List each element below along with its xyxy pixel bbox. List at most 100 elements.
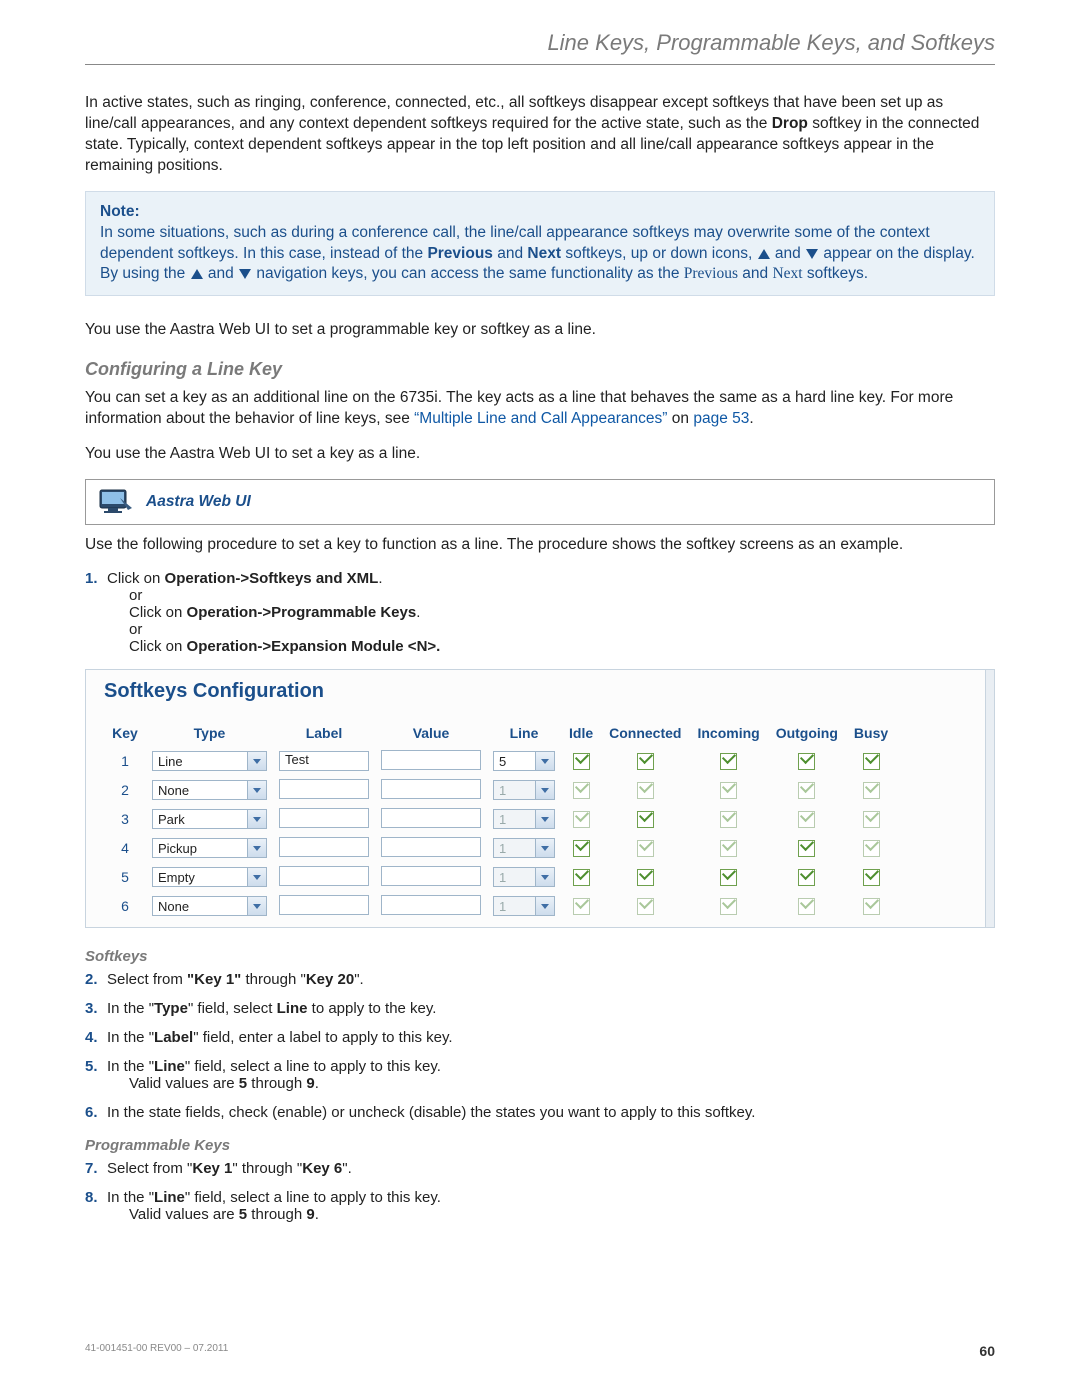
config-title: Softkeys Configuration — [104, 680, 986, 703]
state-checkbox — [863, 811, 880, 828]
note-t6: and — [204, 265, 238, 282]
type-dropdown[interactable]: Empty — [152, 867, 267, 887]
state-checkbox — [863, 898, 880, 915]
down-arrow-icon — [806, 249, 818, 259]
config-header: Value — [375, 721, 487, 747]
value-input[interactable] — [381, 895, 481, 915]
chevron-down-icon — [535, 897, 554, 915]
s4c: " field, enter a label to apply to this … — [193, 1029, 452, 1046]
state-checkbox[interactable] — [798, 840, 815, 857]
label-input[interactable] — [279, 895, 369, 915]
label-input[interactable]: Test — [279, 751, 369, 771]
line-dropdown[interactable]: 5 — [493, 751, 555, 771]
page-header-title: Line Keys, Programmable Keys, and Softke… — [85, 30, 995, 56]
s1-line3: Click on Operation->Expansion Module <N>… — [129, 638, 995, 655]
step-3: 3.In the "Type" field, select Line to ap… — [107, 1000, 995, 1017]
state-checkbox[interactable] — [720, 753, 737, 770]
config-header: Connected — [601, 721, 689, 747]
page-footer: 41-001451-00 REV00 – 07.2011 60 — [85, 1343, 995, 1359]
s8c: " field, select a line to apply to this … — [185, 1189, 441, 1206]
note-body: In some situations, such as during a con… — [100, 223, 980, 286]
line-dropdown: 1 — [493, 838, 555, 858]
step-1: 1.Click on Operation->Softkeys and XML. … — [107, 570, 995, 655]
s1ac: . — [378, 570, 382, 587]
note-t2: and — [493, 245, 527, 262]
config-row: 5Empty1 — [104, 863, 896, 892]
s1cb: Operation->Expansion Module <N>. — [187, 638, 441, 655]
s3b: Type — [154, 1000, 188, 1017]
s1bc: . — [416, 604, 420, 621]
s1b: Click on — [129, 604, 187, 621]
label-input[interactable] — [279, 866, 369, 886]
multiple-line-link[interactable]: “Multiple Line and Call Appearances” — [414, 410, 667, 427]
page-number: 60 — [979, 1343, 995, 1359]
config-header: Key — [104, 721, 146, 747]
state-checkbox[interactable] — [720, 869, 737, 886]
value-input[interactable] — [381, 779, 481, 799]
chevron-down-icon — [535, 839, 554, 857]
type-dropdown[interactable]: Line — [152, 751, 267, 771]
config-row: 6None1 — [104, 892, 896, 921]
step-num-1: 1. — [85, 570, 107, 587]
conf1b: on — [667, 410, 693, 427]
state-checkbox[interactable] — [637, 753, 654, 770]
config-header: Outgoing — [768, 721, 846, 747]
step-num-7: 7. — [85, 1160, 107, 1177]
config-paragraph-1: You can set a key as an additional line … — [85, 388, 995, 430]
section-heading: Configuring a Line Key — [85, 359, 995, 380]
softkeys-config-panel: Softkeys Configuration KeyTypeLabelValue… — [85, 669, 995, 928]
label-input[interactable] — [279, 779, 369, 799]
state-checkbox[interactable] — [637, 869, 654, 886]
up-arrow-icon — [191, 269, 203, 279]
step-num-4: 4. — [85, 1029, 107, 1046]
value-input[interactable] — [381, 750, 481, 770]
config-header: Idle — [561, 721, 601, 747]
type-dropdown[interactable]: None — [152, 896, 267, 916]
state-checkbox — [573, 782, 590, 799]
softkeys-steps: 2.Select from "Key 1" through "Key 20". … — [85, 971, 995, 1121]
s5d: Valid values are — [129, 1075, 239, 1092]
state-checkbox — [720, 782, 737, 799]
step-num-8: 8. — [85, 1189, 107, 1206]
type-dropdown[interactable]: None — [152, 780, 267, 800]
s7a: Select from " — [107, 1160, 192, 1177]
config-row: 4 Pickup 1 — [104, 834, 896, 863]
label-input[interactable] — [279, 808, 369, 828]
label-input[interactable] — [279, 837, 369, 857]
up-arrow-icon — [758, 249, 770, 259]
s3e: to apply to the key. — [307, 1000, 436, 1017]
type-dropdown[interactable]: Pickup — [152, 838, 267, 858]
type-dropdown[interactable]: Park — [152, 809, 267, 829]
conf1c: . — [749, 410, 753, 427]
state-checkbox[interactable] — [863, 869, 880, 886]
state-checkbox[interactable] — [573, 869, 590, 886]
s7c: " through " — [232, 1160, 302, 1177]
page-53-link[interactable]: page 53 — [693, 410, 749, 427]
key-cell: 4 — [104, 834, 146, 863]
s2b2: Key 20 — [306, 971, 354, 988]
s1bb: Operation->Programmable Keys — [187, 604, 417, 621]
key-cell: 2 — [104, 776, 146, 805]
state-checkbox[interactable] — [573, 753, 590, 770]
s8h: . — [315, 1206, 319, 1223]
config-row: 2None1 — [104, 776, 896, 805]
state-checkbox — [720, 840, 737, 857]
state-checkbox[interactable] — [863, 753, 880, 770]
state-checkbox[interactable] — [573, 840, 590, 857]
value-input[interactable] — [381, 837, 481, 857]
state-checkbox — [573, 898, 590, 915]
s5e: 5 — [239, 1075, 247, 1092]
s5b: Line — [154, 1058, 185, 1075]
step-7: 7.Select from "Key 1" through "Key 6". — [107, 1160, 995, 1177]
chevron-down-icon — [535, 752, 554, 770]
state-checkbox[interactable] — [798, 869, 815, 886]
value-input[interactable] — [381, 866, 481, 886]
state-checkbox[interactable] — [798, 753, 815, 770]
monitor-icon — [98, 488, 132, 516]
s1-or2: or — [129, 621, 995, 638]
state-checkbox — [637, 898, 654, 915]
s1a: Click on — [107, 570, 165, 587]
value-input[interactable] — [381, 808, 481, 828]
state-checkbox[interactable] — [637, 811, 654, 828]
step-num-3: 3. — [85, 1000, 107, 1017]
